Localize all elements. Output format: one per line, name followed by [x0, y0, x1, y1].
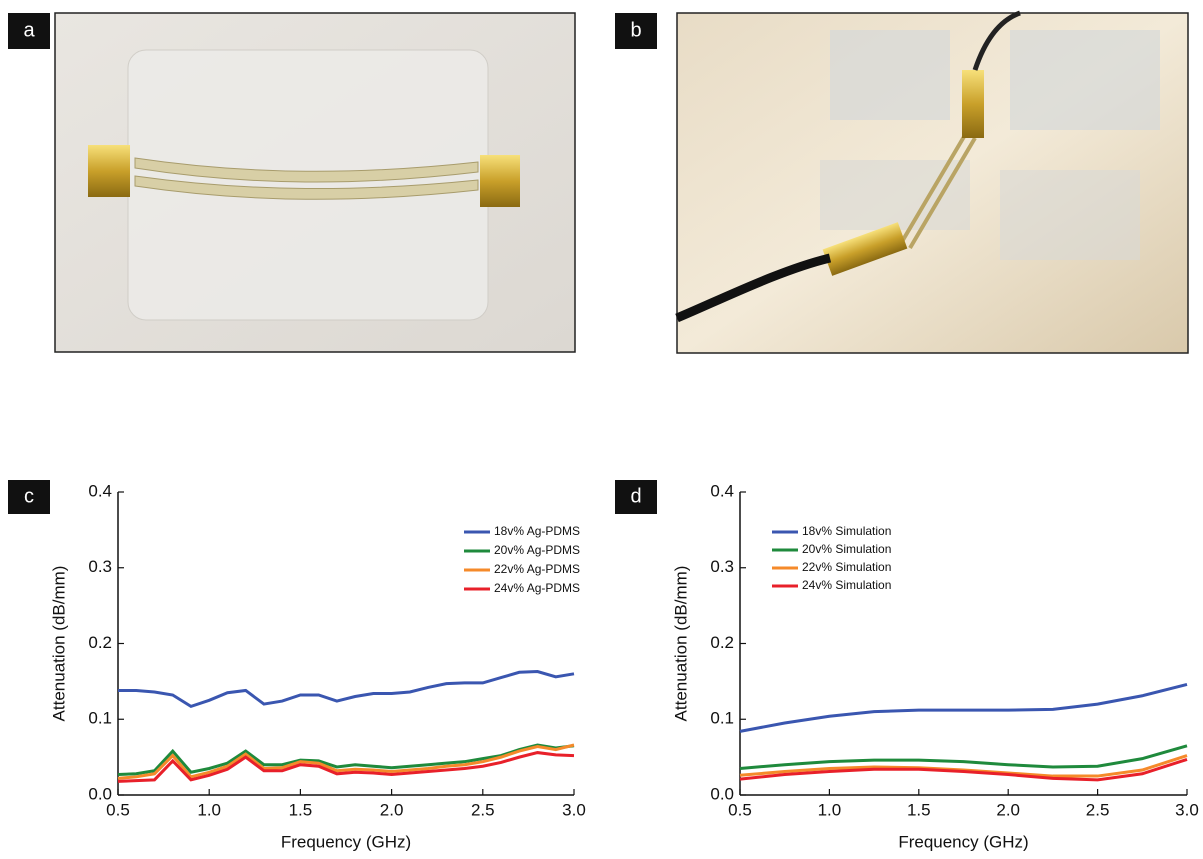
x-tick-label: 2.0: [380, 800, 404, 819]
legend-label: 24v% Ag-PDMS: [494, 581, 580, 595]
x-tick-label: 1.0: [197, 800, 221, 819]
y-axis-label: Attenuation (dB/mm): [49, 566, 68, 722]
y-tick-label: 0.4: [710, 481, 734, 500]
panel-label-box: [615, 13, 657, 49]
series-line: [117, 743, 575, 777]
legend-label: 22v% Simulation: [802, 560, 891, 574]
legend-label: 20v% Simulation: [802, 542, 891, 556]
y-tick-label: 0.3: [88, 557, 112, 576]
y-tick-label: 0.1: [88, 709, 112, 728]
legend-label: 18v% Simulation: [802, 524, 891, 538]
y-tick-label: 0.3: [710, 557, 734, 576]
x-tick-label: 1.5: [907, 800, 931, 819]
y-axis-label: Attenuation (dB/mm): [671, 566, 690, 722]
legend-label: 22v% Ag-PDMS: [494, 562, 580, 576]
y-tick-label: 0.4: [88, 481, 112, 500]
series-line: [739, 757, 1188, 782]
y-tick-label: 0.0: [88, 784, 112, 803]
series-line: [739, 682, 1188, 733]
y-tick-label: 0.2: [710, 633, 734, 652]
x-tick-label: 1.5: [289, 800, 313, 819]
x-tick-label: 2.0: [996, 800, 1020, 819]
panel-label: a: [23, 19, 35, 41]
series-line: [117, 743, 575, 780]
x-tick-label: 0.5: [728, 800, 752, 819]
x-axis-label: Frequency (GHz): [281, 832, 411, 851]
panel-label-box: [8, 13, 50, 49]
panel-label-box: [8, 480, 50, 514]
x-tick-label: 0.5: [106, 800, 130, 819]
photo-a: [54, 12, 576, 353]
x-tick-label: 1.0: [818, 800, 842, 819]
series-line: [117, 751, 575, 783]
x-tick-label: 3.0: [1175, 800, 1199, 819]
series-line: [739, 744, 1188, 770]
x-axis-label: Frequency (GHz): [898, 832, 1028, 851]
panel-label: d: [630, 485, 641, 507]
x-tick-label: 2.5: [1086, 800, 1110, 819]
y-tick-label: 0.1: [710, 709, 734, 728]
legend-label: 20v% Ag-PDMS: [494, 543, 580, 557]
legend-label: 24v% Simulation: [802, 578, 891, 592]
x-tick-label: 3.0: [562, 800, 586, 819]
photo-b: [675, 10, 1189, 354]
panel-label: c: [24, 485, 34, 507]
legend-label: 18v% Ag-PDMS: [494, 524, 580, 538]
x-tick-label: 2.5: [471, 800, 495, 819]
series-line: [739, 754, 1188, 778]
series-line: [118, 670, 575, 709]
y-tick-label: 0.2: [88, 633, 112, 652]
panel-label-box: [615, 480, 657, 514]
panel-label: b: [630, 19, 641, 41]
y-tick-label: 0.0: [710, 784, 734, 803]
